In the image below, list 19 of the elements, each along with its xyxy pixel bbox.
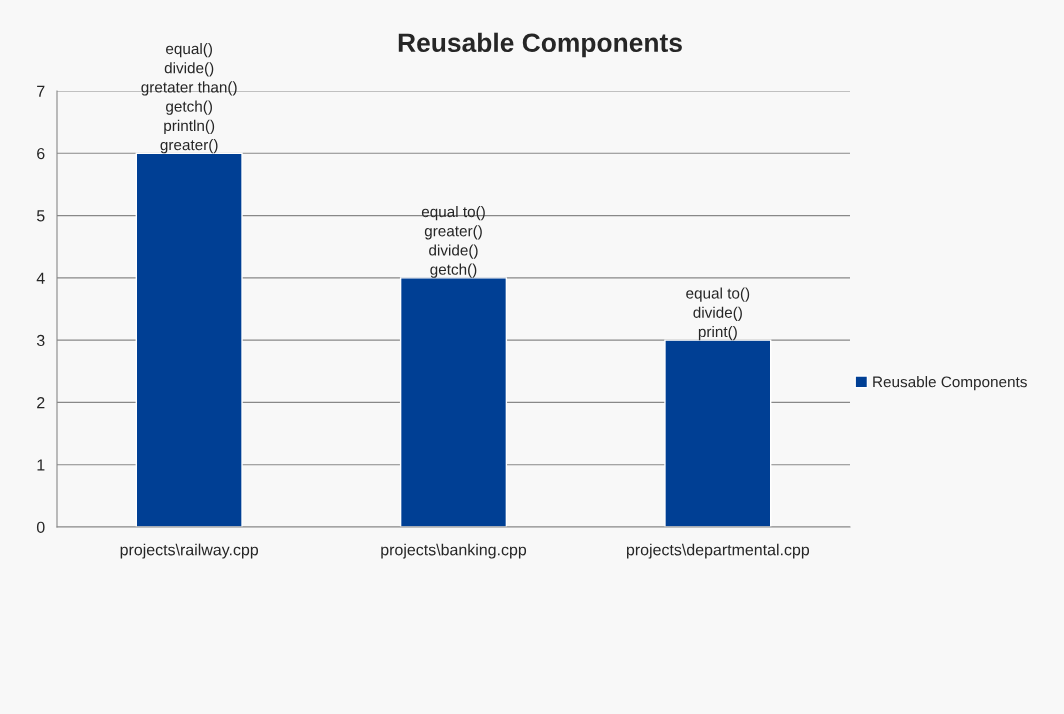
y-tick-label: 7 <box>37 85 45 97</box>
y-tick-label: 0 <box>36 521 45 533</box>
bar <box>664 339 772 527</box>
x-tick-label: projects\departmental.cpp <box>626 543 810 559</box>
bar <box>135 152 243 527</box>
y-tick-label: 4 <box>36 272 45 284</box>
y-tick-label: 5 <box>36 210 45 222</box>
y-tick-label: 2 <box>37 397 45 409</box>
y-tick-label: 3 <box>36 334 45 347</box>
y-tick-label: 6 <box>37 147 45 160</box>
x-tick-label: projects\railway.cpp <box>120 543 259 559</box>
data-label: equal to() divide() print() <box>686 287 750 341</box>
chart-title: Reusable Components <box>398 32 682 58</box>
bar <box>399 277 508 527</box>
data-label: equal to() greater() divide() getch() <box>421 205 485 278</box>
data-label: equal() divide() gretater than() getch() println() greater() <box>141 42 237 154</box>
y-tick-label: 1 <box>37 459 45 471</box>
legend-label: Reusable Components <box>873 376 1027 391</box>
x-tick-label: projects\banking.cpp <box>381 543 527 559</box>
